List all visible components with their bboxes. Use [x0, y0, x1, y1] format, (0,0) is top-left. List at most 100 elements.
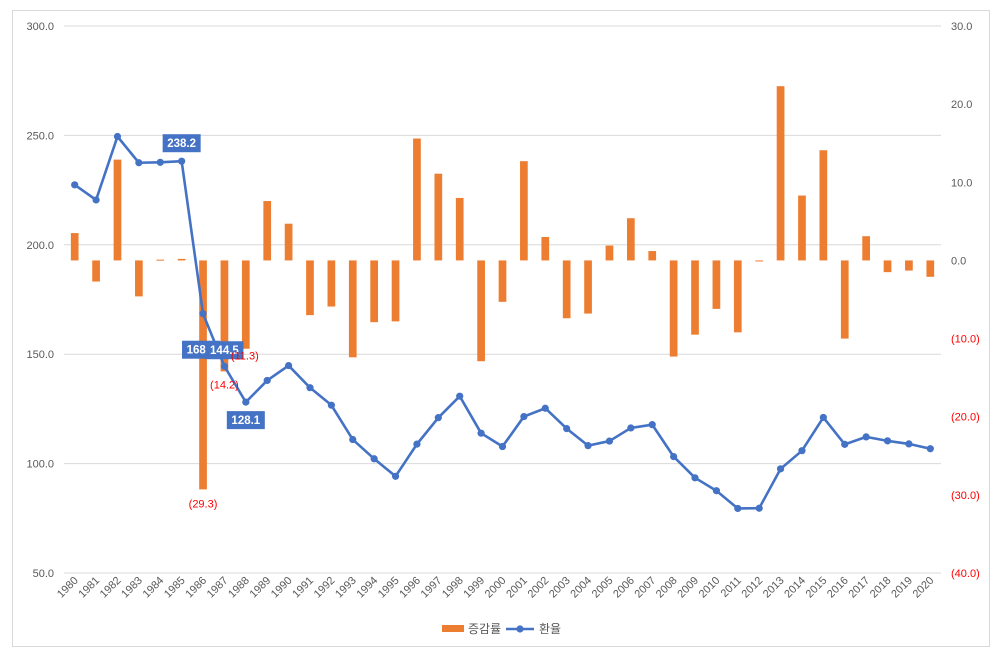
- x-axis-tick-label: 2005: [590, 575, 616, 601]
- line-callout-box: [205, 341, 244, 360]
- left-axis-tick-label: 250.0: [26, 130, 54, 142]
- line-point: [819, 413, 827, 422]
- bar: [113, 159, 122, 261]
- line-point: [862, 433, 870, 441]
- bar: [926, 260, 935, 277]
- right-axis-tick-label: 0.0: [951, 255, 966, 267]
- left-axis: 50.0 100.0 150.0 200.0 250.0 300.0: [26, 21, 54, 580]
- x-axis-tick-label: 1988: [226, 575, 252, 601]
- line-point: [391, 472, 400, 480]
- bar: [220, 260, 229, 372]
- x-axis-tick-label: 2009: [675, 575, 701, 601]
- bar: [648, 251, 657, 261]
- right-axis-tick-label: (20.0): [951, 412, 980, 424]
- x-axis-tick-label: 2014: [782, 575, 808, 601]
- right-axis-tick-label: (10.0): [951, 334, 980, 346]
- bar: [156, 259, 165, 261]
- x-axis-tick-label: 1985: [162, 575, 188, 601]
- bar: [584, 260, 592, 314]
- left-axis-tick-label: 100.0: [26, 459, 54, 471]
- x-axis-tick-label: 2004: [568, 575, 594, 601]
- line-point: [584, 442, 592, 450]
- bar: [840, 260, 849, 339]
- x-axis-tick-label: 1997: [419, 575, 445, 601]
- line-point: [563, 424, 571, 433]
- bar-data-label: (11.3): [231, 351, 259, 363]
- bar-data-label: (14.2): [210, 379, 239, 391]
- line-point: [413, 440, 421, 448]
- x-axis-tick-label: 2013: [761, 575, 787, 601]
- x-axis-tick-label: 1992: [312, 575, 338, 601]
- x-axis-tick-label: 1999: [461, 575, 487, 601]
- line-point: [691, 474, 699, 482]
- right-axis-tick-label: (30.0): [951, 490, 980, 502]
- line-point: [841, 440, 849, 448]
- x-axis-tick-label: 1996: [397, 575, 423, 601]
- x-axis-tick-label: 1989: [248, 575, 274, 601]
- bar: [669, 260, 678, 357]
- line-callout-label: 238.2: [167, 138, 196, 150]
- line-point: [306, 384, 314, 392]
- x-axis-tick-label: 1986: [183, 575, 209, 601]
- x-axis-tick-label: 1984: [141, 575, 167, 601]
- line-point: [712, 487, 721, 495]
- line-callout-label: 144.5: [210, 345, 239, 357]
- line-point: [798, 447, 806, 455]
- bar: [541, 236, 550, 261]
- line-point: [71, 181, 79, 189]
- x-axis-tick-label: 2020: [911, 575, 937, 601]
- line-point: [92, 196, 100, 204]
- x-axis-tick-label: 1987: [205, 575, 231, 601]
- x-axis-tick-label: 1998: [440, 575, 466, 601]
- x-axis-tick-label: 1980: [55, 575, 81, 601]
- line-point: [670, 452, 678, 461]
- x-axis-tick-label: 1993: [333, 575, 359, 601]
- bar-series-증감률: [70, 86, 935, 490]
- line-point: [135, 159, 143, 167]
- x-axis-tick-label: 2008: [654, 575, 680, 601]
- line-point: [284, 361, 293, 370]
- line-point: [605, 437, 614, 445]
- x-axis-tick-label: 1991: [290, 575, 316, 601]
- x-axis-tick-label: 2016: [825, 575, 851, 601]
- line-point: [456, 392, 464, 400]
- line-point: [263, 376, 271, 385]
- x-axis-tick-label: 2011: [719, 575, 744, 600]
- bar: [776, 86, 785, 261]
- x-axis: 1980198119821983198419851986198719881989…: [55, 575, 936, 601]
- x-axis-tick-label: 2000: [483, 575, 509, 601]
- right-axis-tick-label: 10.0: [951, 177, 972, 189]
- bar: [819, 150, 828, 261]
- line-point: [477, 429, 485, 437]
- line-point: [113, 132, 122, 141]
- x-axis-tick-label: 1982: [98, 575, 124, 601]
- line-point: [776, 465, 785, 473]
- x-axis-tick-label: 2018: [868, 575, 894, 601]
- bar: [520, 161, 528, 261]
- right-axis: (40.0) (30.0) (20.0) (10.0) 0.0 10.0 20.0 30.0: [951, 21, 980, 580]
- x-axis-tick-label: 2015: [804, 575, 830, 601]
- bar: [434, 173, 443, 261]
- legend-bar-swatch: [442, 625, 464, 632]
- bar: [413, 138, 421, 261]
- bar: [755, 260, 764, 262]
- line-point: [755, 504, 763, 512]
- bar: [70, 233, 79, 261]
- line-point: [627, 424, 635, 432]
- bar: [733, 260, 742, 333]
- x-axis-tick-label: 2006: [611, 575, 637, 601]
- x-axis-tick-label: 2017: [846, 575, 872, 601]
- right-axis-tick-label: 20.0: [951, 99, 972, 111]
- bar: [712, 260, 721, 309]
- line-point: [220, 362, 229, 370]
- bar: [498, 260, 507, 302]
- x-axis-tick-label: 2001: [504, 575, 530, 601]
- bar: [92, 260, 100, 282]
- bar: [306, 260, 314, 316]
- x-axis-tick-label: 2002: [526, 575, 552, 601]
- bar: [391, 260, 400, 322]
- x-axis-tick-label: 2007: [633, 575, 659, 601]
- line-callout-label: 128.1: [231, 415, 260, 427]
